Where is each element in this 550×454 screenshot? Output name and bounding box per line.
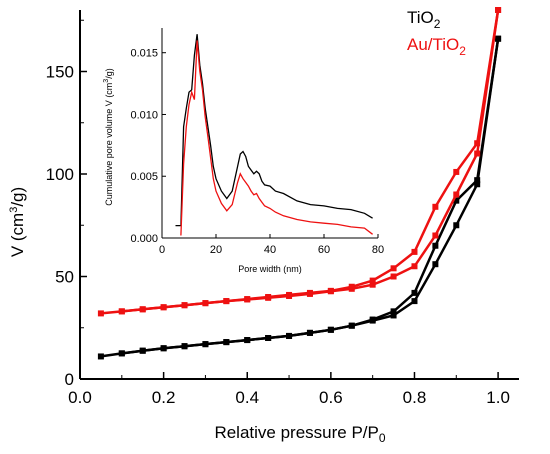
data-point-au-tio2-desorption — [369, 277, 376, 284]
x-tick-label: 0.4 — [235, 388, 259, 407]
data-point-tio2-desorption — [118, 350, 125, 357]
inset-x-tick-label: 80 — [372, 244, 384, 256]
main-series — [97, 7, 502, 360]
legend: TiO2 Au/TiO2 — [407, 8, 466, 58]
inset-series-line-au-tio2 — [180, 40, 373, 236]
data-point-au-tio2-adsorption — [432, 232, 439, 239]
data-point-au-tio2-desorption — [348, 283, 355, 290]
data-point-au-tio2-desorption — [306, 289, 313, 296]
inset-y-tick-label: 0.015 — [130, 48, 158, 60]
data-point-au-tio2-adsorption — [453, 191, 460, 198]
data-point-tio2-desorption — [244, 337, 251, 344]
data-point-tio2-desorption — [348, 322, 355, 329]
data-point-au-tio2-desorption — [160, 304, 167, 311]
legend-tio2: TiO2 — [407, 8, 441, 31]
data-point-au-tio2-desorption — [223, 298, 230, 305]
data-point-au-tio2-desorption — [244, 296, 251, 303]
x-axis-title: Relative pressure P/P0 — [214, 423, 385, 445]
inset-x-axis-title: Pore width (nm) — [238, 264, 302, 274]
data-point-au-tio2-desorption — [139, 306, 146, 313]
data-point-tio2-desorption — [453, 197, 460, 204]
data-point-tio2-adsorption — [411, 298, 418, 305]
inset-x-tick-label: 40 — [264, 244, 276, 256]
data-point-tio2-desorption — [202, 341, 209, 348]
data-point-tio2-desorption — [223, 339, 230, 346]
data-point-au-tio2-adsorption — [369, 281, 376, 288]
data-point-au-tio2-adsorption — [390, 273, 397, 280]
data-point-tio2-desorption — [286, 332, 293, 339]
inset-background — [162, 28, 378, 238]
data-point-au-tio2-desorption — [432, 203, 439, 210]
data-point-au-tio2-desorption — [474, 140, 481, 147]
inset-series-line-tio2 — [175, 34, 373, 227]
x-tick-label: 0.2 — [152, 388, 176, 407]
data-point-au-tio2-desorption — [495, 7, 502, 13]
inset-y-tick-label: 0.010 — [130, 109, 158, 121]
data-point-tio2-desorption — [369, 316, 376, 323]
data-point-tio2-desorption — [432, 242, 439, 249]
data-point-tio2-desorption — [139, 347, 146, 354]
data-point-au-tio2-desorption — [181, 302, 188, 309]
inset-x-tick-label: 20 — [210, 244, 222, 256]
x-tick-label: 1.0 — [486, 388, 510, 407]
inset-x-tick-label: 60 — [318, 244, 330, 256]
x-tick-label: 0.8 — [403, 388, 427, 407]
y-tick-label: 0 — [65, 370, 74, 389]
x-tick-label: 0.0 — [68, 388, 92, 407]
y-tick-label: 150 — [46, 63, 74, 82]
inset-y-tick-label: 0.005 — [130, 171, 158, 183]
inset-series — [175, 34, 373, 236]
data-point-au-tio2-adsorption — [411, 263, 418, 270]
data-point-tio2-adsorption — [453, 222, 460, 229]
data-point-tio2-desorption — [265, 335, 272, 341]
y-tick-label: 100 — [46, 165, 74, 184]
data-point-au-tio2-desorption — [327, 287, 334, 294]
data-point-au-tio2-adsorption — [474, 150, 481, 157]
data-point-au-tio2-desorption — [265, 294, 272, 300]
main-ticks: 0.0 0.2 0.4 0.6 0.8 1.0 0 50 100 150 — [46, 19, 510, 407]
data-point-tio2-desorption — [495, 35, 502, 42]
data-point-tio2-desorption — [306, 329, 313, 336]
data-point-tio2-desorption — [181, 343, 188, 350]
data-point-tio2-desorption — [160, 345, 167, 352]
data-point-tio2-desorption — [390, 308, 397, 315]
inset-y-tick-label: 0.000 — [130, 233, 158, 245]
inset-ticks: 0 20 40 60 80 0.000 0.005 0.010 0.015 — [130, 48, 384, 256]
inset-x-tick-label: 0 — [159, 244, 165, 256]
data-point-tio2-desorption — [474, 177, 481, 184]
y-tick-label: 50 — [55, 268, 74, 287]
data-point-tio2-adsorption — [97, 353, 104, 360]
data-point-au-tio2-desorption — [453, 168, 460, 175]
data-point-au-tio2-adsorption — [97, 310, 104, 317]
data-point-au-tio2-desorption — [118, 308, 125, 315]
data-point-tio2-adsorption — [390, 312, 397, 319]
data-point-tio2-adsorption — [432, 261, 439, 268]
inset-y-axis-title: Cumulative pore volume V (cm3/g) — [103, 68, 114, 205]
data-point-au-tio2-desorption — [202, 300, 209, 307]
data-point-tio2-adsorption — [474, 181, 481, 188]
legend-au-tio2: Au/TiO2 — [407, 35, 466, 58]
data-point-tio2-desorption — [327, 326, 334, 333]
data-point-au-tio2-desorption — [286, 291, 293, 298]
data-point-au-tio2-desorption — [390, 265, 397, 272]
y-axis-title: V (cm3/g) — [8, 187, 27, 257]
data-point-au-tio2-desorption — [411, 248, 418, 255]
data-point-tio2-desorption — [411, 289, 418, 296]
x-tick-label: 0.6 — [319, 388, 343, 407]
